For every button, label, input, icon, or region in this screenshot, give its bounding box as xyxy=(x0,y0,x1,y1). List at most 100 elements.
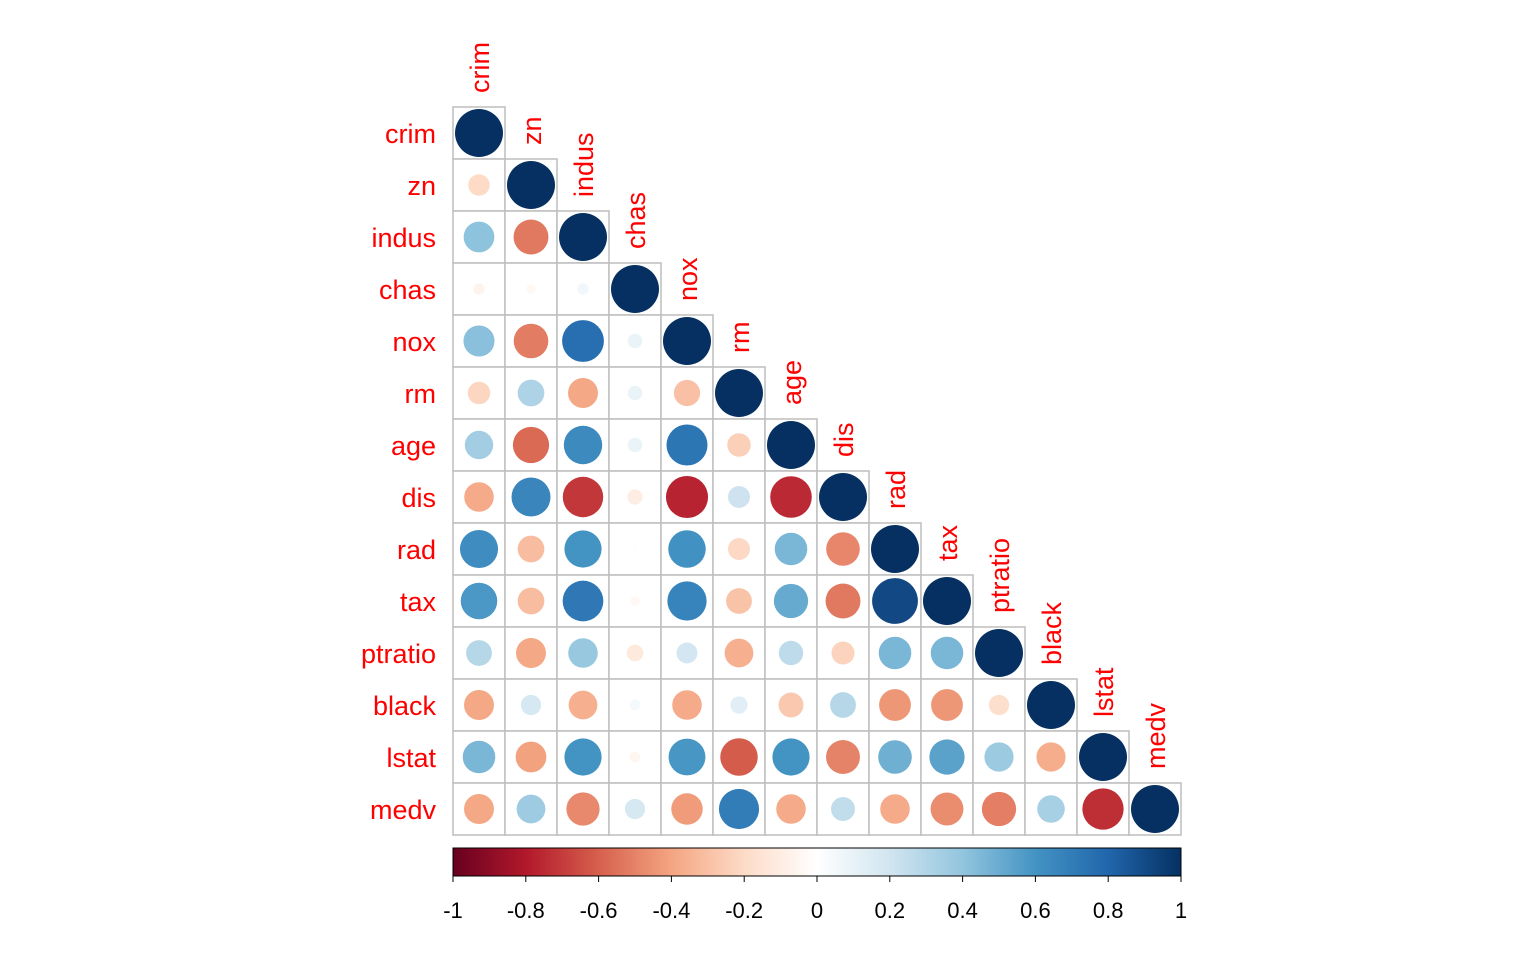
row-label-ptratio: ptratio xyxy=(361,639,436,669)
column-label-nox: nox xyxy=(673,257,703,301)
column-label-dis: dis xyxy=(829,422,859,457)
color-bar-tick-label: 1 xyxy=(1175,898,1187,923)
circle-medv-medv xyxy=(1131,785,1179,833)
column-label-lstat: lstat xyxy=(1089,667,1119,717)
circle-black-indus xyxy=(568,690,598,720)
circle-medv-zn xyxy=(516,794,546,824)
circle-tax-dis xyxy=(825,583,861,619)
circle-medv-nox xyxy=(671,793,703,825)
column-label-zn: zn xyxy=(517,116,547,145)
row-label-crim: crim xyxy=(385,119,436,149)
circle-rm-chas xyxy=(627,385,643,401)
color-bar-tick-label: 0.2 xyxy=(875,898,906,923)
color-bar-tick-label: -0.4 xyxy=(652,898,690,923)
circle-lstat-crim xyxy=(462,740,496,774)
row-labels: crim zn indus chas nox rm age dis rad tax ptratio b… xyxy=(361,119,437,825)
circle-black-dis xyxy=(830,692,856,718)
circle-medv-rm xyxy=(718,788,760,830)
color-bar-tick-label: 0.4 xyxy=(947,898,978,923)
circle-rad-rad xyxy=(871,525,919,573)
circle-rm-nox xyxy=(673,379,701,407)
color-bar-tick-label: -0.8 xyxy=(507,898,545,923)
row-label-indus: indus xyxy=(371,223,436,253)
circle-rad-rm xyxy=(728,538,750,560)
circle-medv-ptratio xyxy=(981,791,1017,827)
circle-ptratio-indus xyxy=(568,638,598,668)
grid-cells xyxy=(452,106,1182,836)
circle-dis-rm xyxy=(728,486,750,508)
circle-indus-indus xyxy=(559,213,607,261)
row-label-zn: zn xyxy=(407,171,436,201)
circle-dis-chas xyxy=(627,489,643,505)
column-label-medv: medv xyxy=(1141,702,1171,769)
circle-tax-crim xyxy=(460,582,498,620)
circle-medv-rad xyxy=(880,794,910,824)
circle-lstat-lstat xyxy=(1079,733,1127,781)
circle-zn-zn xyxy=(507,161,555,209)
circle-rad-nox xyxy=(668,530,706,568)
row-label-medv: medv xyxy=(370,795,437,825)
circle-tax-rad xyxy=(872,578,918,624)
color-bar-tick-label: 0.8 xyxy=(1093,898,1124,923)
circle-nox-nox xyxy=(663,317,711,365)
color-bar-tick-label: 0.6 xyxy=(1020,898,1051,923)
circle-tax-indus xyxy=(562,580,604,622)
circle-black-rm xyxy=(730,696,748,714)
circle-dis-age xyxy=(770,476,812,518)
column-label-black: black xyxy=(1037,601,1067,665)
grid-cell-chas-zn xyxy=(504,262,558,316)
circle-rm-zn xyxy=(517,379,545,407)
circle-lstat-nox xyxy=(668,738,706,776)
column-label-rad: rad xyxy=(881,470,911,509)
circle-indus-zn xyxy=(513,219,549,255)
row-label-rad: rad xyxy=(397,535,436,565)
column-label-crim: crim xyxy=(465,42,495,93)
column-label-chas: chas xyxy=(621,192,651,249)
row-label-rm: rm xyxy=(405,379,436,409)
circle-black-rad xyxy=(879,689,911,721)
circle-nox-chas xyxy=(627,333,643,349)
circle-medv-age xyxy=(776,794,806,824)
grid-cell-nox-chas xyxy=(608,314,662,368)
circle-lstat-dis xyxy=(826,740,860,774)
column-label-indus: indus xyxy=(569,132,599,197)
circle-rad-chas xyxy=(632,546,638,552)
circle-chas-crim xyxy=(473,283,485,295)
color-bar-tick-label: -0.6 xyxy=(580,898,618,923)
column-label-tax: tax xyxy=(933,524,963,561)
circle-age-crim xyxy=(464,430,494,460)
row-label-tax: tax xyxy=(400,587,437,617)
grid-cell-age-crim xyxy=(452,418,506,472)
circle-age-zn xyxy=(512,426,550,464)
circle-age-rm xyxy=(727,433,751,457)
circle-ptratio-crim xyxy=(466,640,492,666)
grid-cell-black-ptratio xyxy=(972,678,1026,732)
circle-tax-nox xyxy=(667,581,707,621)
circle-tax-rm xyxy=(726,588,752,614)
circle-nox-zn xyxy=(513,323,549,359)
color-bar-ticks: -1 -0.8 -0.6 -0.4 -0.2 0 0.2 0.4 0.6 0.8 1 xyxy=(443,876,1187,923)
circle-ptratio-zn xyxy=(516,638,546,668)
circle-ptratio-ptratio xyxy=(975,629,1023,677)
row-label-chas: chas xyxy=(379,275,436,305)
circle-dis-dis xyxy=(819,473,867,521)
circle-lstat-ptratio xyxy=(984,742,1014,772)
circle-lstat-indus xyxy=(564,738,602,776)
circle-medv-indus xyxy=(566,792,600,826)
circle-ptratio-tax xyxy=(930,636,964,670)
color-bar-tick-label: -1 xyxy=(443,898,463,923)
circle-black-ptratio xyxy=(988,694,1010,716)
circle-nox-crim xyxy=(463,325,495,357)
circle-rad-crim xyxy=(459,529,499,569)
circle-lstat-zn xyxy=(515,741,547,773)
circle-lstat-tax xyxy=(929,739,965,775)
circle-medv-dis xyxy=(831,797,855,821)
circle-lstat-chas xyxy=(629,751,641,763)
column-label-age: age xyxy=(777,360,807,405)
circle-lstat-age xyxy=(772,738,810,776)
circle-ptratio-rad xyxy=(878,636,912,670)
circle-black-crim xyxy=(464,690,494,720)
circle-chas-zn xyxy=(526,284,536,294)
